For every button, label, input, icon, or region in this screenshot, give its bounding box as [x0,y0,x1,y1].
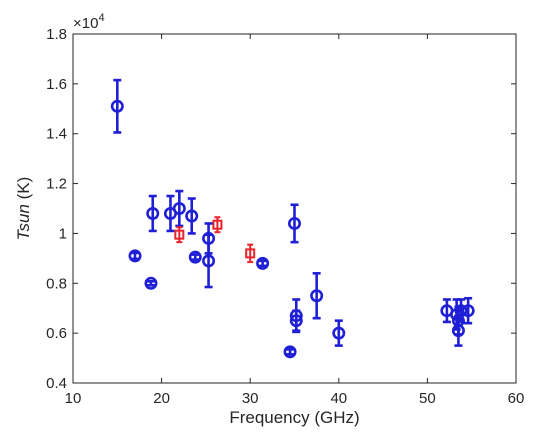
marker-square [245,248,256,259]
data-point-circle [144,276,158,290]
y-tick-label: 1.8 [46,26,67,43]
marker-circle [146,206,160,220]
data-point-circle [283,345,297,359]
y-tick-label: 0.8 [46,275,67,292]
y-tick-label: 1.6 [46,76,67,93]
x-tick-label: 40 [330,390,347,407]
data-point-circle [289,309,303,332]
x-tick-label: 30 [242,390,259,407]
x-tick-label: 10 [65,390,82,407]
y-tick-label: 0.4 [46,375,67,392]
data-point-square [174,226,185,244]
data-point-circle [128,249,142,263]
x-tick-label: 50 [419,390,436,407]
data-point-circle [146,194,160,233]
data-point-circle [461,296,475,325]
data-point-circle [185,197,199,235]
marker-circle [256,256,270,270]
marker-circle [454,304,468,318]
marker-square [212,219,223,230]
data-point-circle [332,319,346,347]
data-point-square [245,243,256,264]
x-tick-label: 20 [153,390,170,407]
data-point-circle [110,78,124,134]
y-tick-label: 1.4 [46,126,67,143]
y-axis-multiplier: ×104 [73,12,105,32]
y-tick-label: 0.6 [46,325,67,342]
y-tick-label: 1 [59,225,67,242]
data-point-circle [287,203,301,244]
marker-circle [144,276,158,290]
data-point-circle [188,250,202,264]
marker-circle [451,324,465,338]
marker-circle [332,326,346,340]
marker-circle [110,99,124,113]
x-axis: 10 20 30 40 50 60 [65,34,525,407]
marker-circle [461,304,475,318]
marker-circle [128,249,142,263]
data-point-square [212,216,223,234]
marker-circle [283,345,297,359]
marker-square [174,229,185,240]
y-axis: 0.4 0.6 0.8 1 1.2 1.4 1.6 1.8 [46,26,516,392]
data-point-circle [172,189,186,228]
marker-circle [289,314,303,328]
y-tick-label: 1.2 [46,176,67,193]
data-point-circle [454,298,468,324]
marker-circle [310,289,324,303]
marker-circle [188,250,202,264]
marker-circle [202,254,216,268]
data-points [110,78,475,359]
marker-circle [185,209,199,223]
x-axis-label: Frequency (GHz) [229,408,359,427]
data-point-circle [256,256,270,270]
data-point-circle [202,233,216,289]
marker-circle [172,202,186,216]
x-tick-label: 60 [508,390,525,407]
y-axis-label: Tsun (K) [14,177,33,241]
data-point-circle [310,272,324,320]
marker-circle [287,216,301,230]
